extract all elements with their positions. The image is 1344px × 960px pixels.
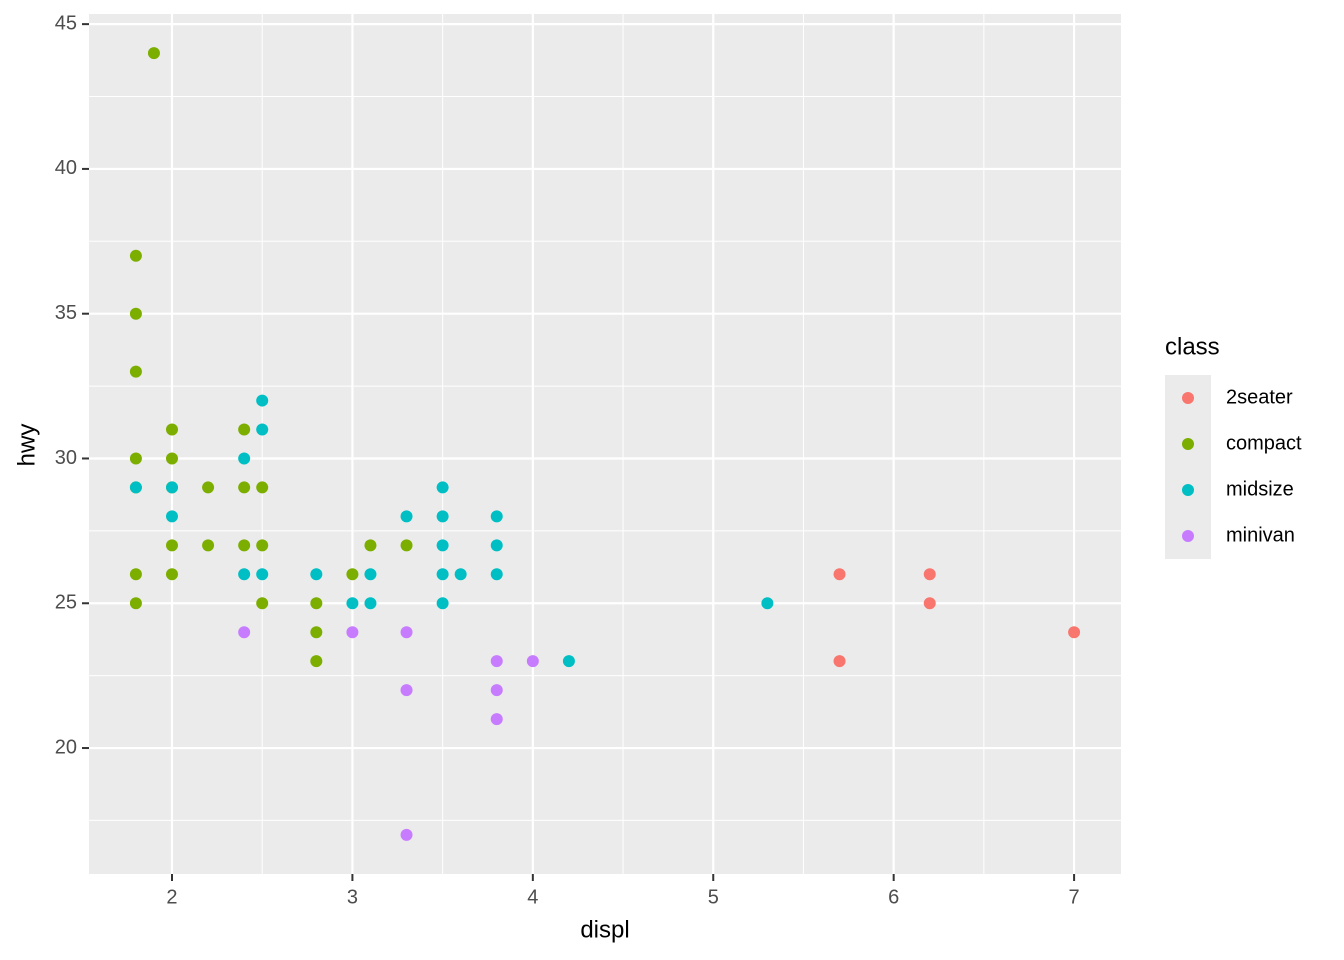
point bbox=[436, 568, 449, 581]
point bbox=[256, 568, 269, 581]
y-tick-label: 35 bbox=[55, 302, 77, 324]
point bbox=[364, 597, 377, 610]
point bbox=[833, 655, 846, 668]
point bbox=[400, 510, 413, 523]
y-tick-label: 45 bbox=[55, 12, 77, 34]
point bbox=[490, 510, 503, 523]
point bbox=[129, 249, 142, 262]
point bbox=[165, 452, 178, 465]
legend-label: minivan bbox=[1226, 524, 1295, 546]
point bbox=[238, 568, 251, 581]
point bbox=[346, 626, 359, 639]
legend-marker bbox=[1182, 484, 1194, 496]
point bbox=[129, 307, 142, 320]
point bbox=[165, 568, 178, 581]
legend-marker bbox=[1182, 392, 1194, 404]
point bbox=[256, 539, 269, 552]
x-tick-label: 5 bbox=[708, 886, 719, 908]
point bbox=[490, 655, 503, 668]
x-tick-label: 7 bbox=[1069, 886, 1080, 908]
point bbox=[400, 684, 413, 697]
point bbox=[364, 568, 377, 581]
point bbox=[400, 539, 413, 552]
point bbox=[562, 655, 575, 668]
point bbox=[238, 626, 251, 639]
legend-label: 2seater bbox=[1226, 386, 1293, 408]
point bbox=[490, 713, 503, 726]
point bbox=[400, 828, 413, 841]
point bbox=[923, 568, 936, 581]
point bbox=[310, 626, 323, 639]
point bbox=[310, 568, 323, 581]
point bbox=[238, 452, 251, 465]
point bbox=[526, 655, 539, 668]
y-axis-title: hwy bbox=[13, 424, 40, 467]
point bbox=[490, 684, 503, 697]
point bbox=[436, 481, 449, 494]
point bbox=[833, 568, 846, 581]
legend-title: class bbox=[1165, 333, 1220, 360]
legend-label: compact bbox=[1226, 432, 1302, 454]
legend-marker bbox=[1182, 530, 1194, 542]
x-tick-label: 6 bbox=[888, 886, 899, 908]
x-tick-label: 4 bbox=[527, 886, 538, 908]
x-tick-label: 3 bbox=[347, 886, 358, 908]
point bbox=[165, 510, 178, 523]
legend-key-background bbox=[1165, 375, 1211, 559]
point bbox=[238, 481, 251, 494]
points bbox=[129, 47, 1081, 841]
point bbox=[346, 568, 359, 581]
point bbox=[761, 597, 774, 610]
point bbox=[238, 423, 251, 436]
point bbox=[1068, 626, 1081, 639]
panel bbox=[89, 14, 1121, 874]
point bbox=[202, 539, 215, 552]
x-tick-label: 2 bbox=[166, 886, 177, 908]
point bbox=[165, 481, 178, 494]
y-tick-label: 20 bbox=[55, 736, 77, 758]
point bbox=[436, 539, 449, 552]
point bbox=[364, 539, 377, 552]
point bbox=[310, 597, 323, 610]
point bbox=[165, 539, 178, 552]
point bbox=[165, 423, 178, 436]
point bbox=[400, 626, 413, 639]
point bbox=[202, 481, 215, 494]
point bbox=[129, 365, 142, 378]
point bbox=[256, 481, 269, 494]
y-tick-label: 25 bbox=[55, 592, 77, 614]
point bbox=[454, 568, 467, 581]
point bbox=[238, 539, 251, 552]
point bbox=[256, 597, 269, 610]
point bbox=[256, 423, 269, 436]
point bbox=[923, 597, 936, 610]
point bbox=[147, 47, 160, 60]
point bbox=[436, 510, 449, 523]
point bbox=[129, 568, 142, 581]
point bbox=[436, 597, 449, 610]
y-tick-label: 30 bbox=[55, 447, 77, 469]
point bbox=[490, 539, 503, 552]
grid bbox=[89, 14, 1121, 874]
point bbox=[129, 452, 142, 465]
point bbox=[129, 481, 142, 494]
point bbox=[346, 597, 359, 610]
legend-marker bbox=[1182, 438, 1194, 450]
point bbox=[129, 597, 142, 610]
point bbox=[256, 394, 269, 407]
y-tick-label: 40 bbox=[55, 157, 77, 179]
x-axis-title: displ bbox=[580, 916, 629, 943]
legend-label: midsize bbox=[1226, 478, 1294, 500]
point bbox=[490, 568, 503, 581]
point bbox=[310, 655, 323, 668]
